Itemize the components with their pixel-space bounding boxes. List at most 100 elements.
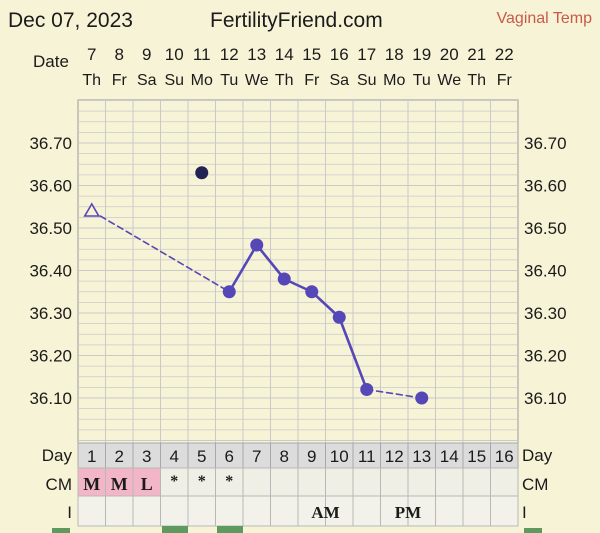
cycle-day-number: 14 [440, 447, 459, 466]
day-of-week: Tu [413, 72, 431, 89]
day-of-week: Fr [112, 72, 128, 89]
cm-value: * [198, 473, 206, 490]
cycle-day-number: 5 [197, 447, 206, 466]
temp-point [332, 310, 346, 324]
y-tick-label-left: 36.50 [29, 219, 72, 238]
intercourse-cell [490, 495, 519, 527]
temp-point [277, 272, 291, 286]
cm-value: * [170, 473, 178, 490]
day-of-week: Sa [329, 72, 349, 89]
line-segment [255, 243, 286, 281]
date-number: 9 [142, 45, 151, 64]
temp-point [305, 285, 319, 299]
cycle-day-cell [242, 442, 271, 469]
date-number: 13 [247, 45, 266, 64]
date-number: 15 [302, 45, 321, 64]
cm-cell [187, 467, 216, 497]
y-tick-label-right: 36.30 [524, 304, 567, 323]
intercourse-cell [105, 495, 134, 527]
intercourse-cell [215, 495, 244, 527]
cm-cell [462, 467, 491, 497]
date-number: 8 [115, 45, 124, 64]
cm-cell [297, 467, 326, 497]
day-of-week: We [245, 72, 269, 89]
date-number: 22 [495, 45, 514, 64]
next-row-marker [52, 528, 70, 533]
y-tick-label-left: 36.30 [29, 304, 72, 323]
cm-cell [270, 467, 299, 497]
temp-point [360, 383, 374, 396]
temp-point [415, 391, 429, 405]
day-row-label-right: Day [522, 446, 553, 465]
intercourse-cell [325, 495, 354, 527]
day-of-week: Mo [191, 72, 213, 89]
cm-cell [352, 467, 381, 497]
y-tick-label-left: 36.70 [29, 134, 72, 153]
cycle-day-number: 10 [330, 447, 349, 466]
cycle-day-number: 7 [252, 447, 261, 466]
cm-cell [242, 467, 271, 497]
cycle-day-number: 16 [495, 447, 514, 466]
line-segment [227, 243, 259, 294]
date-number: 20 [440, 45, 459, 64]
intercourse-cell [297, 495, 326, 527]
cycle-day-number: 8 [280, 447, 289, 466]
cycle-day-number: 6 [225, 447, 234, 466]
cm-cell [435, 467, 464, 497]
day-of-week: Sa [137, 72, 157, 89]
cm-value: M [111, 474, 128, 494]
temp-point [222, 285, 236, 299]
cycle-day-number: 9 [307, 447, 316, 466]
cycle-day-cell [160, 442, 189, 469]
temp-point-triangle [83, 202, 101, 217]
intercourse-value: AM [311, 503, 339, 522]
intercourse-row-label-right: I [522, 503, 527, 522]
intercourse-cell [462, 495, 491, 527]
day-row-label-left: Day [42, 446, 73, 465]
line-segment [337, 315, 369, 391]
date-row-label: Date [33, 52, 69, 71]
cycle-day-number: 2 [115, 447, 124, 466]
cycle-day-number: 11 [358, 447, 376, 466]
cycle-day-cell [77, 442, 106, 469]
intercourse-cell [270, 495, 299, 527]
cm-row-label-left: CM [46, 475, 72, 494]
cycle-day-number: 12 [385, 447, 404, 466]
y-tick-label-left: 36.60 [29, 177, 72, 196]
cycle-day-number: 4 [170, 447, 179, 466]
date-number: 18 [385, 45, 404, 64]
next-row-marker [162, 526, 188, 533]
date-number: 17 [357, 45, 376, 64]
intercourse-cell [132, 495, 161, 527]
cycle-day-number: 1 [87, 447, 96, 466]
cycle-day-cell [297, 442, 326, 469]
next-row-marker [217, 526, 243, 533]
cycle-day-number: 3 [142, 447, 151, 466]
cm-value: * [225, 473, 233, 490]
y-tick-label-right: 36.50 [524, 219, 567, 238]
temp-point-discarded [195, 166, 209, 180]
y-tick-label-right: 36.10 [524, 389, 567, 408]
day-of-week: Mo [383, 72, 405, 89]
day-of-week: Th [275, 72, 294, 89]
intercourse-cell [160, 495, 189, 527]
intercourse-cell [77, 495, 106, 527]
y-tick-label-left: 36.20 [29, 347, 72, 366]
y-tick-label-right: 36.70 [524, 134, 567, 153]
temperature-points [83, 166, 429, 405]
cm-value: L [141, 474, 153, 494]
date-number: 19 [412, 45, 431, 64]
cycle-day-cell [462, 442, 491, 469]
cm-cell [407, 467, 436, 497]
date-number: 12 [220, 45, 239, 64]
y-tick-label-right: 36.40 [524, 262, 567, 281]
y-tick-label-left: 36.40 [29, 262, 72, 281]
next-row-marker [524, 528, 542, 533]
intercourse-row-label-left: I [67, 503, 72, 522]
day-of-week: Fr [497, 72, 513, 89]
date-number: 16 [330, 45, 349, 64]
y-tick-label-left: 36.10 [29, 389, 72, 408]
chart-grid [77, 99, 519, 444]
day-of-week: Su [357, 72, 377, 89]
